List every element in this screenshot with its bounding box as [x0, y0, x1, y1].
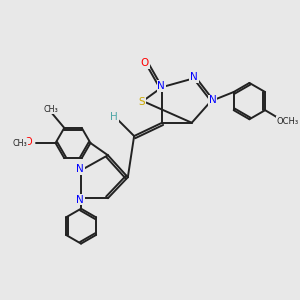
Text: N: N: [76, 195, 84, 205]
Text: O: O: [25, 136, 32, 147]
Text: H: H: [110, 112, 118, 122]
Text: N: N: [190, 72, 198, 82]
Text: N: N: [209, 95, 217, 105]
Text: N: N: [158, 81, 165, 91]
Text: CH₃: CH₃: [43, 105, 58, 114]
Text: S: S: [138, 97, 145, 107]
Text: N: N: [76, 164, 84, 174]
Text: O: O: [140, 58, 149, 68]
Text: CH₃: CH₃: [12, 139, 27, 148]
Text: OCH₃: OCH₃: [276, 116, 298, 125]
